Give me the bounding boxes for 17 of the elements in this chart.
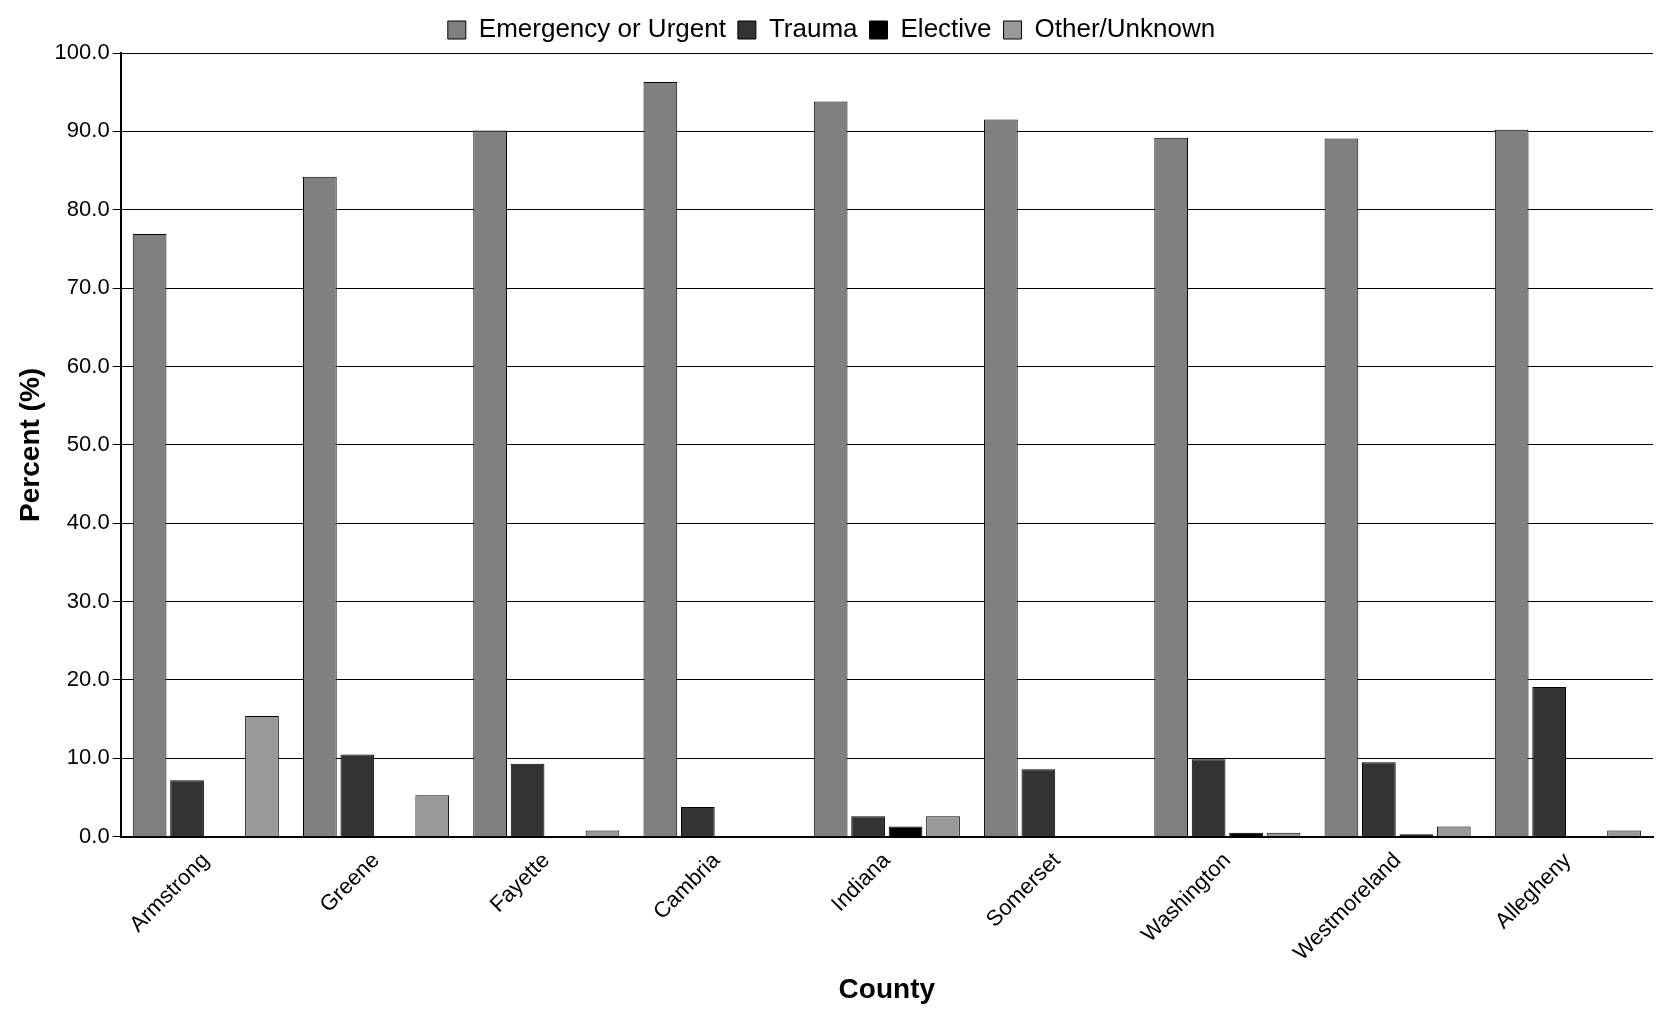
y-tick-label: 80.0 [66, 195, 110, 221]
y-tick-label: 20.0 [66, 666, 110, 692]
y-tick-label: 30.0 [66, 587, 110, 613]
y-axis-title: Percent (%) [13, 367, 45, 522]
y-tick-label: 50.0 [66, 430, 110, 456]
y-tick-label: 90.0 [66, 117, 110, 143]
y-tick-label: 100.0 [54, 39, 110, 65]
y-tick-label: 70.0 [66, 274, 110, 300]
y-tick-label: 0.0 [79, 822, 110, 848]
legend-label: Elective [900, 13, 992, 44]
legend-label: Other/Unknown [1034, 13, 1216, 44]
legend-label: Trauma [768, 13, 859, 44]
y-tick-label: 60.0 [66, 352, 110, 378]
y-tick-label: 10.0 [66, 744, 110, 770]
x-axis-title: County [838, 972, 936, 1004]
y-tick-label: 40.0 [66, 509, 110, 535]
legend-label: Emergency or Urgent [478, 13, 727, 44]
